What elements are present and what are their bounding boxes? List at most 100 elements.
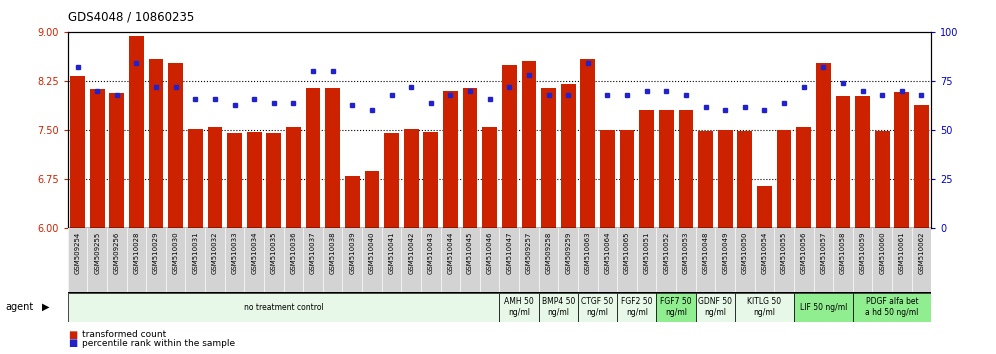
Bar — [129, 36, 143, 228]
Bar — [757, 186, 772, 228]
Text: GSM510062: GSM510062 — [918, 232, 924, 274]
Text: GSM510036: GSM510036 — [291, 232, 297, 274]
Text: KITLG 50
ng/ml: KITLG 50 ng/ml — [747, 297, 782, 317]
Text: GSM510052: GSM510052 — [663, 232, 669, 274]
Bar — [659, 110, 673, 228]
Text: GSM510050: GSM510050 — [742, 232, 748, 274]
Bar — [500, 293, 539, 321]
Bar — [345, 176, 360, 228]
Text: GDNF 50
ng/ml: GDNF 50 ng/ml — [698, 297, 732, 317]
Bar — [403, 129, 418, 228]
Bar — [384, 133, 399, 228]
Bar — [581, 59, 596, 228]
Bar — [797, 127, 811, 228]
Text: BMP4 50
ng/ml: BMP4 50 ng/ml — [542, 297, 575, 317]
Bar — [777, 130, 792, 228]
Text: GSM510030: GSM510030 — [172, 232, 178, 274]
Bar — [90, 90, 105, 228]
Text: GSM510028: GSM510028 — [133, 232, 139, 274]
Bar — [620, 130, 634, 228]
Text: GSM510040: GSM510040 — [369, 232, 374, 274]
Text: GSM509258: GSM509258 — [546, 232, 552, 274]
Bar — [522, 61, 536, 228]
Bar — [836, 96, 851, 228]
Bar — [168, 63, 183, 228]
Bar — [856, 96, 870, 228]
Bar — [914, 105, 929, 228]
Bar — [816, 63, 831, 228]
Bar — [207, 127, 222, 228]
Bar — [267, 133, 281, 228]
Text: GSM510064: GSM510064 — [605, 232, 611, 274]
Bar — [578, 293, 618, 321]
Bar — [678, 110, 693, 228]
Bar — [639, 110, 654, 228]
Text: GSM510046: GSM510046 — [487, 232, 493, 274]
Text: GSM509255: GSM509255 — [95, 232, 101, 274]
Text: no treatment control: no treatment control — [244, 303, 324, 312]
Text: GSM510033: GSM510033 — [231, 232, 238, 274]
Text: GSM510048: GSM510048 — [702, 232, 708, 274]
Text: LIF 50 ng/ml: LIF 50 ng/ml — [800, 303, 847, 312]
Text: GDS4048 / 10860235: GDS4048 / 10860235 — [68, 11, 194, 24]
Text: GSM510039: GSM510039 — [350, 232, 356, 274]
Text: GSM510063: GSM510063 — [585, 232, 591, 274]
Bar — [443, 91, 458, 228]
Text: GSM510044: GSM510044 — [447, 232, 453, 274]
Text: GSM509256: GSM509256 — [114, 232, 120, 274]
Text: GSM510054: GSM510054 — [761, 232, 768, 274]
Bar — [70, 76, 85, 228]
Bar — [698, 131, 713, 228]
Text: GSM510045: GSM510045 — [467, 232, 473, 274]
Text: GSM510041: GSM510041 — [388, 232, 394, 274]
Text: GSM510049: GSM510049 — [722, 232, 728, 274]
Bar — [148, 59, 163, 228]
Bar — [110, 93, 124, 228]
Bar — [656, 293, 696, 321]
Text: GSM510034: GSM510034 — [251, 232, 257, 274]
Bar — [794, 293, 853, 321]
Text: GSM510065: GSM510065 — [624, 232, 630, 274]
Text: AMH 50
ng/ml: AMH 50 ng/ml — [504, 297, 534, 317]
Text: GSM510038: GSM510038 — [330, 232, 336, 274]
Bar — [463, 87, 477, 228]
Bar — [188, 129, 202, 228]
Text: GSM510056: GSM510056 — [801, 232, 807, 274]
Bar — [735, 293, 794, 321]
Text: GSM510059: GSM510059 — [860, 232, 866, 274]
Text: GSM510042: GSM510042 — [408, 232, 414, 274]
Bar — [326, 87, 340, 228]
Bar — [306, 87, 321, 228]
Bar — [874, 131, 889, 228]
Text: FGF2 50
ng/ml: FGF2 50 ng/ml — [622, 297, 652, 317]
Text: GSM510032: GSM510032 — [212, 232, 218, 274]
Bar — [247, 132, 262, 228]
Bar — [561, 84, 576, 228]
Text: GSM510029: GSM510029 — [153, 232, 159, 274]
Bar — [539, 293, 578, 321]
Bar — [482, 127, 497, 228]
Text: ▶: ▶ — [42, 302, 50, 312]
Bar — [423, 132, 438, 228]
Text: GSM510057: GSM510057 — [821, 232, 827, 274]
Bar — [365, 171, 379, 228]
Text: GSM510037: GSM510037 — [310, 232, 316, 274]
Bar — [600, 130, 615, 228]
Text: GSM509254: GSM509254 — [75, 232, 81, 274]
Text: GSM510058: GSM510058 — [840, 232, 846, 274]
Text: PDGF alfa bet
a hd 50 ng/ml: PDGF alfa bet a hd 50 ng/ml — [866, 297, 918, 317]
Bar — [541, 87, 556, 228]
Bar — [227, 133, 242, 228]
Text: GSM510051: GSM510051 — [643, 232, 649, 274]
Text: ■: ■ — [68, 338, 77, 348]
Bar — [502, 65, 517, 228]
Text: GSM510035: GSM510035 — [271, 232, 277, 274]
Text: GSM510060: GSM510060 — [879, 232, 885, 274]
Bar — [68, 293, 500, 321]
Text: GSM509257: GSM509257 — [526, 232, 532, 274]
Bar — [718, 130, 732, 228]
Text: GSM510061: GSM510061 — [898, 232, 904, 274]
Text: FGF7 50
ng/ml: FGF7 50 ng/ml — [660, 297, 692, 317]
Text: agent: agent — [5, 302, 33, 312]
Bar — [286, 127, 301, 228]
